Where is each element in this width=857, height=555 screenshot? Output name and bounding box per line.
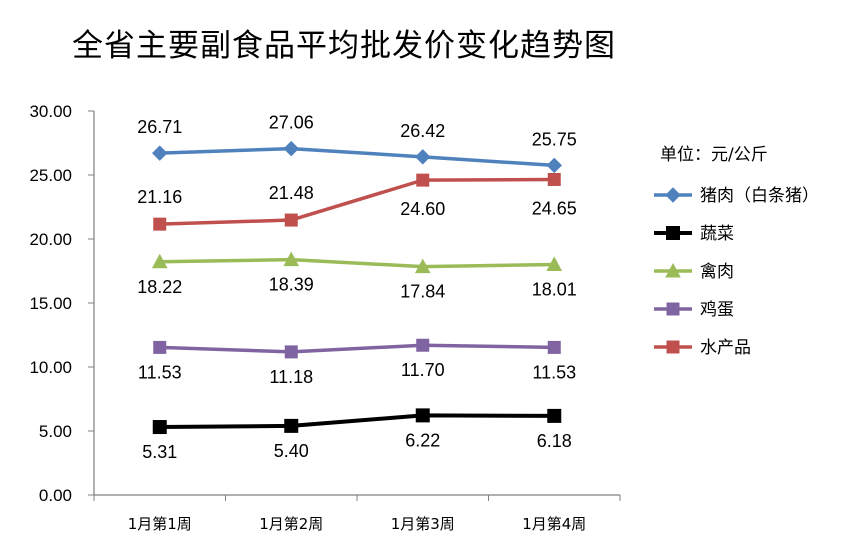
legend-label: 蔬菜 [700, 224, 734, 244]
y-tick-label: 0.00 [39, 486, 72, 505]
legend-label: 水产品 [700, 338, 751, 358]
data-label: 18.39 [269, 275, 314, 295]
data-point [284, 213, 298, 227]
series-line [159, 257, 555, 269]
x-tick-label: 1月第1周 [128, 515, 192, 533]
data-point [547, 340, 561, 354]
chart-title: 全省主要副食品平均批发价变化趋势图 [72, 28, 616, 64]
legend-marker [666, 226, 680, 240]
x-tick-label: 1月第2周 [259, 515, 323, 533]
y-tick-label: 25.00 [29, 166, 72, 185]
data-label: 24.65 [532, 198, 577, 218]
data-point [546, 157, 562, 174]
data-point [152, 145, 168, 161]
data-point [284, 345, 298, 359]
legend-marker [665, 187, 681, 203]
data-label: 25.75 [532, 129, 577, 149]
data-label: 11.70 [401, 360, 445, 380]
series-line [159, 413, 555, 430]
y-tick-label: 5.00 [39, 422, 72, 441]
legend-marker [666, 302, 680, 316]
series-line [159, 343, 555, 354]
data-point [415, 149, 431, 165]
legend-marker [665, 262, 681, 278]
y-tick-label: 30.00 [29, 102, 72, 121]
x-tick-label: 1月第4周 [522, 515, 586, 533]
y-tick-label: 10.00 [29, 358, 72, 377]
data-point [151, 253, 168, 269]
data-label: 18.01 [532, 279, 577, 299]
data-label: 5.31 [142, 442, 177, 462]
x-tick-label: 1月第3周 [391, 515, 455, 533]
data-label: 26.42 [400, 121, 445, 141]
legend-label: 禽肉 [700, 262, 734, 282]
data-point [546, 256, 563, 271]
data-point [547, 172, 561, 186]
legend-marker [666, 340, 680, 354]
data-label: 6.18 [537, 431, 572, 451]
legend-label: 猪肉（白条猪） [700, 186, 819, 206]
data-label: 21.16 [137, 187, 182, 207]
data-point [153, 217, 167, 231]
data-label: 11.53 [532, 362, 576, 382]
data-point [153, 340, 167, 354]
data-point [152, 420, 167, 435]
y-tick-label: 15.00 [29, 294, 72, 313]
data-point [283, 251, 300, 267]
data-point [416, 338, 430, 352]
series-line [159, 146, 555, 168]
y-tick-label: 20.00 [29, 230, 72, 249]
data-label: 11.53 [138, 362, 182, 382]
data-point [414, 258, 431, 274]
data-point [283, 140, 299, 157]
data-label: 27.06 [269, 113, 314, 133]
series-line [159, 177, 555, 226]
data-label: 11.18 [269, 367, 313, 387]
data-label: 24.60 [400, 199, 445, 219]
legend-label: 鸡蛋 [700, 300, 734, 320]
data-point [547, 408, 562, 423]
data-label: 21.48 [269, 183, 314, 203]
data-point [284, 418, 299, 433]
data-point [415, 408, 430, 423]
data-label: 17.84 [400, 282, 445, 302]
data-label: 6.22 [405, 430, 440, 450]
unit-label: 单位：元/公斤 [660, 145, 768, 165]
data-label: 5.40 [274, 441, 309, 461]
data-label: 26.71 [137, 117, 182, 137]
data-label: 18.22 [137, 277, 182, 297]
data-point [416, 173, 430, 187]
